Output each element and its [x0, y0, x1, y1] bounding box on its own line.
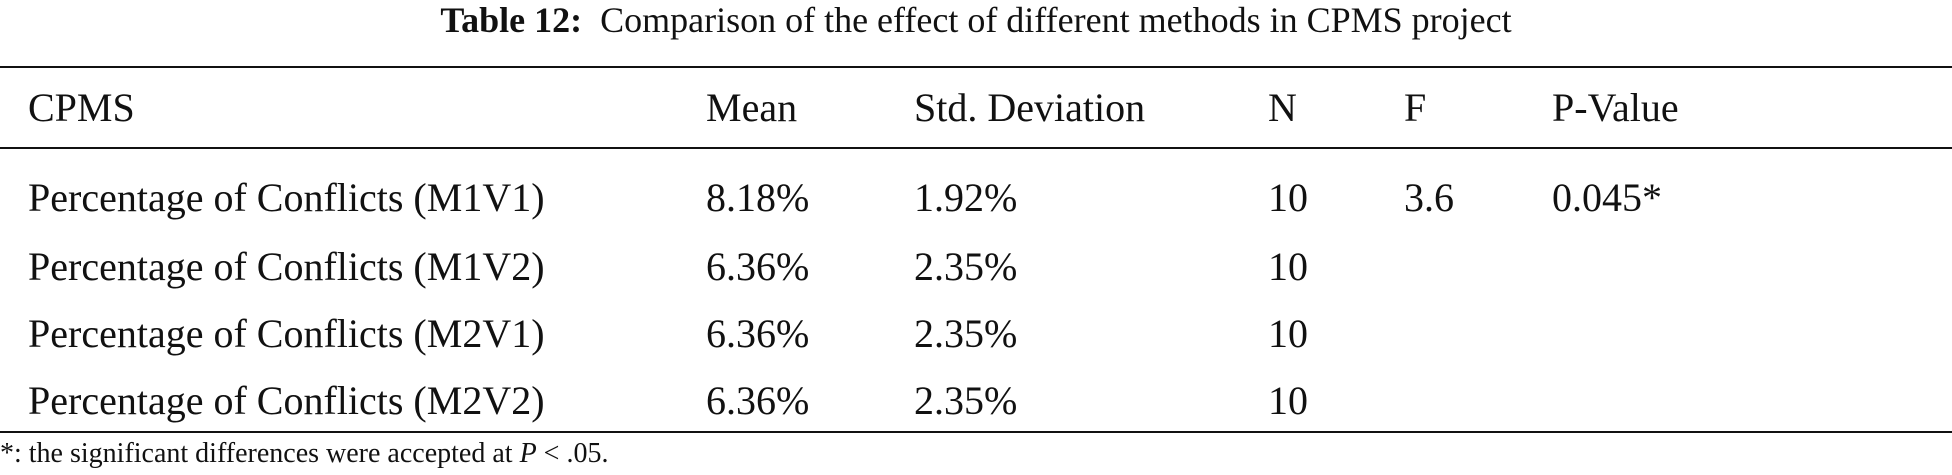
std-deviation-cell: 2.35% — [914, 244, 1018, 289]
p-value-cell — [1552, 233, 1952, 300]
header-n: N — [1268, 85, 1297, 130]
table-footnote: *: the significant differences were acce… — [0, 437, 608, 471]
row-label: Percentage of Conflicts (M2V1) — [28, 311, 545, 356]
header-p-value: P-Value — [1552, 85, 1679, 130]
header-rule — [0, 147, 1952, 149]
top-rule — [0, 66, 1952, 68]
table-row: Percentage of Conflicts (M1V1) 8.18% 1.9… — [0, 147, 1952, 233]
table-caption: Table 12: Comparison of the effect of di… — [0, 0, 1952, 40]
std-deviation-cell: 2.35% — [914, 311, 1018, 356]
comparison-table: CPMS Mean Std. Deviation N F P-Value Per… — [0, 68, 1952, 434]
footnote-variable: P — [519, 438, 537, 469]
table-row: Percentage of Conflicts (M2V1) 6.36% 2.3… — [0, 300, 1952, 367]
f-cell — [1404, 300, 1552, 367]
n-cell: 10 — [1268, 378, 1308, 423]
caption-text: Comparison of the effect of different me… — [600, 0, 1512, 40]
mean-cell: 6.36% — [706, 378, 810, 423]
row-label: Percentage of Conflicts (M2V2) — [28, 378, 545, 423]
mean-cell: 6.36% — [706, 244, 810, 289]
row-label: Percentage of Conflicts (M1V2) — [28, 244, 545, 289]
table-header-row: CPMS Mean Std. Deviation N F P-Value — [0, 68, 1952, 147]
n-cell: 10 — [1268, 174, 1308, 220]
n-cell: 10 — [1268, 311, 1308, 356]
table-row: Percentage of Conflicts (M2V2) 6.36% 2.3… — [0, 367, 1952, 434]
header-std-deviation: Std. Deviation — [914, 85, 1146, 130]
f-cell: 3.6 — [1404, 174, 1454, 220]
p-value-cell — [1552, 300, 1952, 367]
p-value-cell: 0.045* — [1552, 174, 1662, 220]
mean-cell: 8.18% — [706, 174, 810, 220]
std-deviation-cell: 2.35% — [914, 378, 1018, 423]
footnote-prefix: *: the significant differences were acce… — [0, 438, 520, 469]
p-value-cell — [1552, 367, 1952, 434]
n-cell: 10 — [1268, 244, 1308, 289]
f-cell — [1404, 367, 1552, 434]
mean-cell: 6.36% — [706, 311, 810, 356]
row-label: Percentage of Conflicts (M1V1) — [28, 174, 545, 220]
header-cpms: CPMS — [28, 85, 135, 130]
f-cell — [1404, 233, 1552, 300]
bottom-rule — [0, 431, 1952, 433]
header-f: F — [1404, 85, 1427, 130]
footnote-suffix: < .05. — [536, 438, 609, 469]
caption-label: Table 12: — [440, 0, 583, 40]
std-deviation-cell: 1.92% — [914, 174, 1018, 220]
header-mean: Mean — [706, 85, 798, 130]
table-row: Percentage of Conflicts (M1V2) 6.36% 2.3… — [0, 233, 1952, 300]
